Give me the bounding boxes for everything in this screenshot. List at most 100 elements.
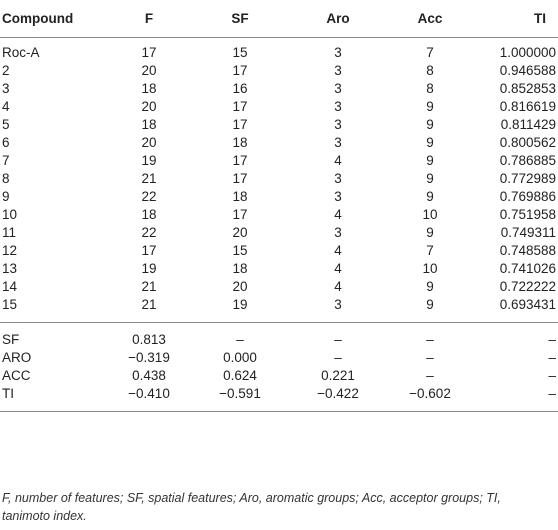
cell-compound: ACC — [2, 368, 31, 383]
cell-compound: Roc-A — [2, 45, 40, 60]
cell-compound: 3 — [2, 81, 10, 96]
correlation-rows: SF 0.813– – – – ARO −0.319 0.000– – – ACC 0.438 0.62… — [0, 322, 558, 412]
cell-acc: 9 — [426, 189, 434, 204]
cell-ti: 0.749311 — [500, 225, 556, 240]
cell-f: 21 — [141, 279, 157, 294]
cell-acc: – — [426, 368, 434, 383]
cell-f: 18 — [141, 117, 157, 132]
header-compound: Compound — [0, 0, 108, 38]
cell-acc: 8 — [426, 81, 434, 96]
cell-f: 17 — [141, 45, 157, 60]
compound-row: 5 18 17 3 9 0.811429 — [0, 116, 558, 134]
cell-f: 18 — [141, 207, 157, 222]
cell-compound: ARO — [2, 350, 32, 365]
header-row: Compound F SF Aro Acc TI — [0, 0, 558, 38]
compound-table: Compound F SF Aro Acc TI Roc-A 17 15 3 7 1.00… — [0, 0, 558, 412]
cell-sf: 16 — [232, 81, 248, 96]
cell-sf: 20 — [232, 279, 248, 294]
cell-f: 19 — [141, 153, 157, 168]
cell-sf: 18 — [232, 189, 248, 204]
cell-compound: 8 — [2, 171, 10, 186]
cell-ti: – — [474, 322, 558, 349]
cell-aro: 4 — [334, 153, 342, 168]
cell-ti: 1.000000 — [499, 45, 556, 60]
cell-ti: 0.769886 — [499, 189, 556, 204]
cell-aro: 0.221 — [321, 368, 355, 383]
header-acc: Acc — [386, 0, 474, 38]
cell-acc: 9 — [426, 225, 434, 240]
cell-acc: 9 — [426, 171, 434, 186]
cell-aro: 4 — [334, 261, 342, 276]
correlation-row: TI −0.410 −0.591 −0.422 −0.602– — [0, 385, 558, 412]
compound-row: 12 17 15 4 7 0.748588 — [0, 242, 558, 260]
cell-aro: 3 — [334, 135, 342, 150]
cell-acc: 9 — [426, 153, 434, 168]
cell-compound: 9 — [2, 189, 10, 204]
cell-compound: 10 — [2, 207, 18, 222]
cell-f: 21 — [141, 297, 157, 312]
cell-aro: – — [334, 350, 342, 365]
cell-sf: 18 — [232, 135, 248, 150]
cell-f: 20 — [141, 99, 157, 114]
cell-f: 18 — [141, 81, 157, 96]
cell-ti: – — [548, 368, 556, 383]
cell-acc: – — [386, 322, 474, 349]
cell-ti: 0.751958 — [499, 207, 556, 222]
cell-ti: 0.816619 — [499, 99, 556, 114]
cell-compound: 5 — [2, 117, 10, 132]
cell-aro: 3 — [334, 99, 342, 114]
cell-ti: 0.748588 — [499, 243, 556, 258]
cell-acc: 9 — [426, 99, 434, 114]
cell-aro: – — [290, 322, 386, 349]
compound-row: 8 21 17 3 9 0.772989 — [0, 170, 558, 188]
cell-sf: 17 — [232, 171, 248, 186]
cell-acc: 9 — [426, 297, 434, 312]
cell-compound: 13 — [2, 261, 18, 276]
cell-aro: 3 — [334, 171, 342, 186]
cell-compound: SF — [0, 322, 108, 349]
cell-f: 20 — [141, 135, 157, 150]
cell-aro: 3 — [334, 189, 342, 204]
cell-acc: 10 — [422, 207, 438, 222]
compound-row: 11 22 20 3 9 0.749311 — [0, 224, 558, 242]
cell-f: 0.438 — [132, 368, 166, 383]
cell-ti: – — [474, 385, 558, 412]
cell-sf: 15 — [232, 45, 248, 60]
cell-ti: 0.811429 — [500, 117, 556, 132]
cell-acc: 10 — [422, 261, 438, 276]
cell-acc: 7 — [426, 45, 434, 60]
table-footnote: F, number of features; SF, spatial featu… — [2, 491, 501, 523]
cell-sf: −0.591 — [190, 385, 290, 412]
header-sf: SF — [190, 0, 290, 38]
cell-aro: 3 — [334, 63, 342, 78]
cell-f: 21 — [141, 171, 157, 186]
cell-f: 19 — [141, 261, 157, 276]
cell-sf: 17 — [232, 117, 248, 132]
cell-acc: – — [426, 350, 434, 365]
cell-ti: 0.786885 — [499, 153, 556, 168]
cell-acc: 7 — [426, 243, 434, 258]
cell-aro: −0.422 — [290, 385, 386, 412]
cell-sf: 15 — [232, 243, 248, 258]
cell-acc: 9 — [426, 279, 434, 294]
compound-row: 2 20 17 3 8 0.946588 — [0, 62, 558, 80]
cell-sf: 0.000 — [223, 350, 257, 365]
cell-compound: TI — [0, 385, 108, 412]
cell-aro: 3 — [334, 81, 342, 96]
cell-ti: 0.722222 — [499, 279, 556, 294]
cell-ti: 0.693431 — [499, 297, 556, 312]
cell-compound: 14 — [2, 279, 18, 294]
cell-ti: – — [548, 350, 556, 365]
cell-sf: 19 — [232, 297, 248, 312]
cell-aro: 4 — [334, 207, 342, 222]
compound-row: 6 20 18 3 9 0.800562 — [0, 134, 558, 152]
cell-aro: 4 — [334, 279, 342, 294]
cell-sf: 17 — [232, 99, 248, 114]
cell-ti: 0.852853 — [499, 81, 556, 96]
header-ti: TI — [474, 0, 558, 38]
cell-compound: 12 — [2, 243, 18, 258]
cell-aro: 3 — [334, 117, 342, 132]
cell-compound: 2 — [2, 63, 10, 78]
compound-row: Roc-A 17 15 3 7 1.000000 — [0, 38, 558, 63]
